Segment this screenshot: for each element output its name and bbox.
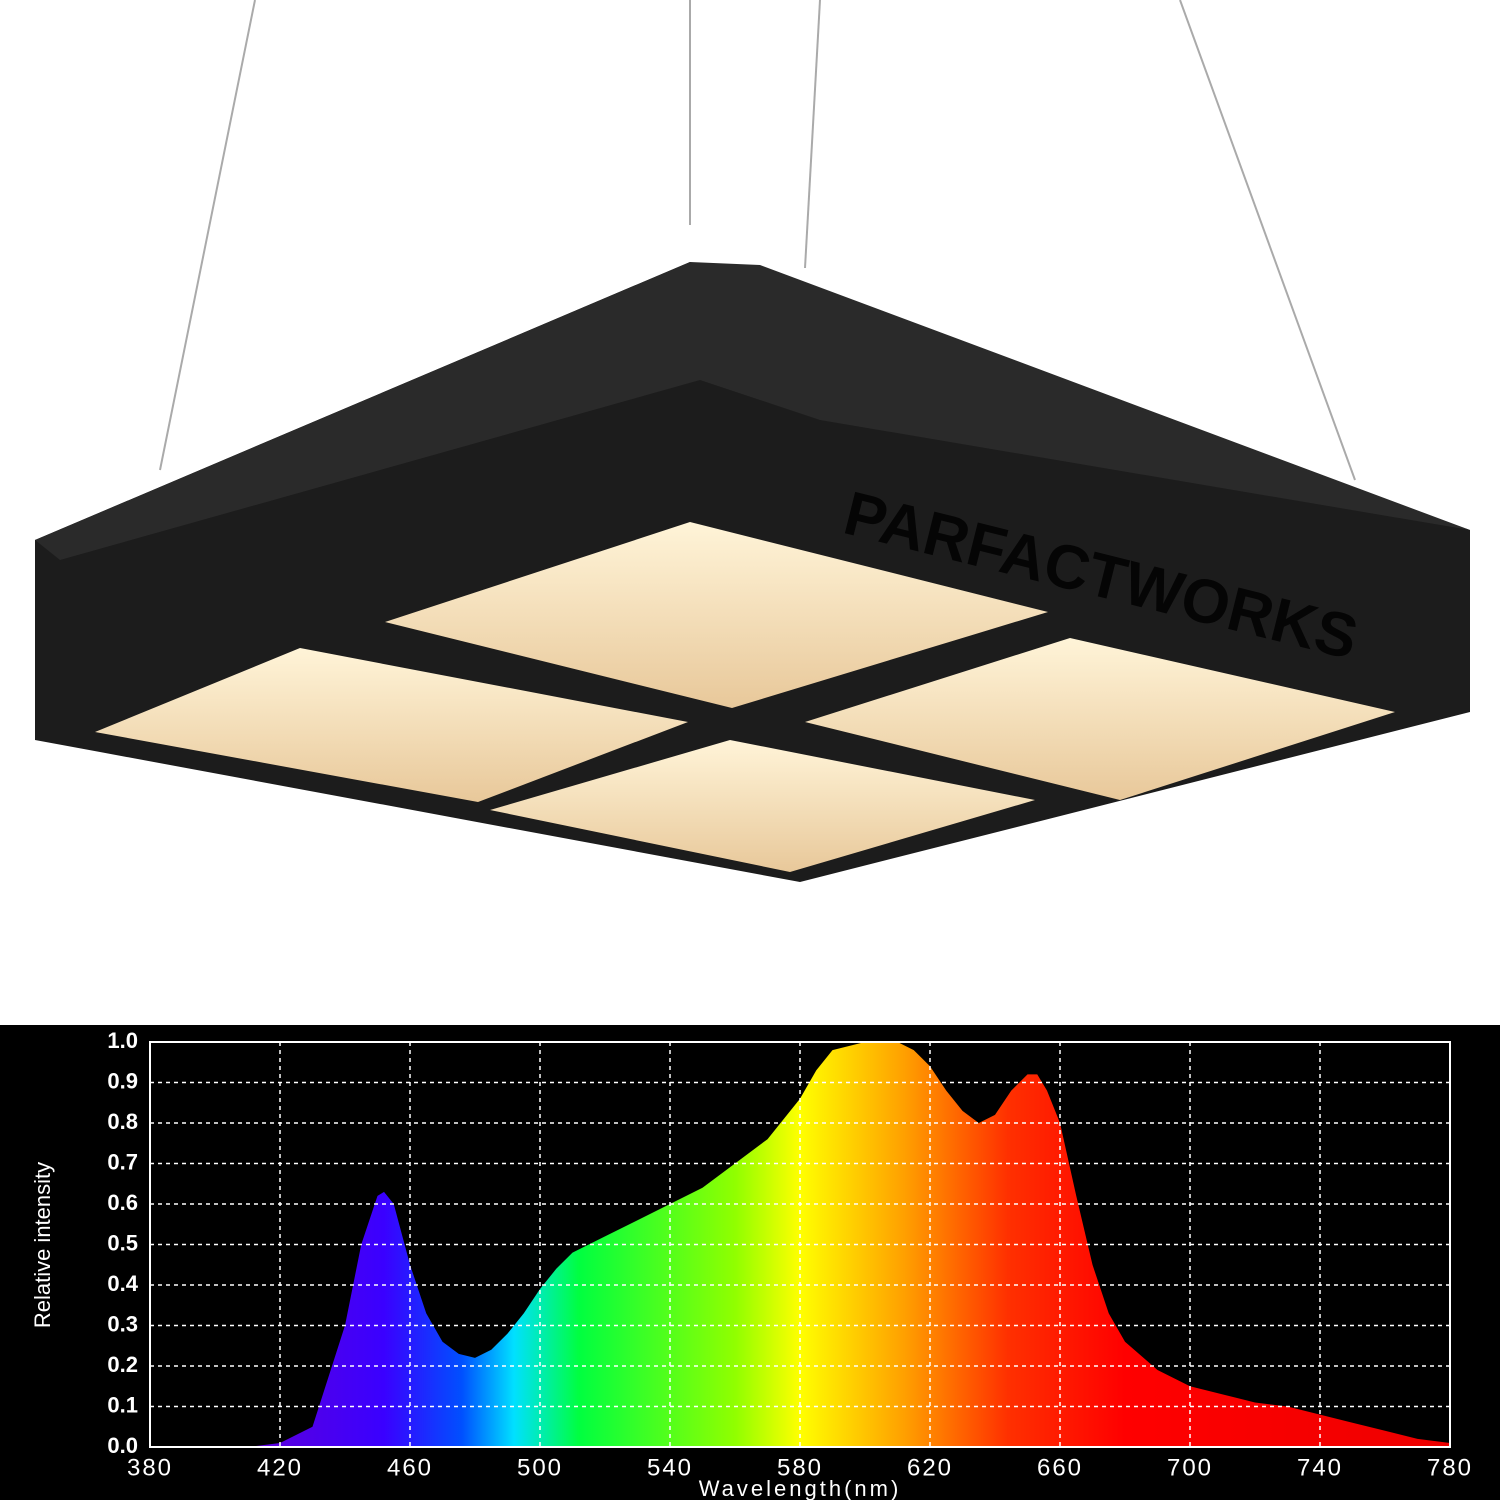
y-tick-label: 0.2 [107, 1352, 138, 1377]
y-tick-label: 0.5 [107, 1230, 138, 1255]
wire [804, 0, 821, 269]
x-tick-label: 540 [647, 1454, 693, 1481]
plot: 0.0 0.1 0.2 0.3 0.4 0.5 0.6 0.7 0.8 0.9 1.0 380 420 4… [107, 1028, 1473, 1482]
x-tick-label: 500 [517, 1454, 563, 1481]
y-tick-label: 0.6 [107, 1190, 138, 1215]
led-panel [95, 648, 688, 802]
x-tick-label: 780 [1427, 1454, 1473, 1481]
x-tick-label: 420 [257, 1454, 303, 1481]
y-tick-label: 1.0 [107, 1028, 138, 1053]
y-tick-label: 0.4 [107, 1271, 138, 1296]
x-tick-label: 660 [1037, 1454, 1083, 1481]
y-tick-label: 0.7 [107, 1149, 138, 1174]
led-panel [490, 740, 1035, 872]
plot-frame [149, 1041, 1451, 1448]
lamp-top [35, 262, 1470, 560]
x-tick-label: 740 [1297, 1454, 1343, 1481]
led-panel [385, 522, 1048, 708]
led-panel [805, 638, 1395, 800]
lamp: PARFACTWORKS [35, 0, 1470, 882]
wire [1179, 0, 1356, 481]
x-tick-label: 380 [127, 1454, 173, 1481]
x-axis-title: Wavelength(nm) [699, 1476, 902, 1500]
x-tick-label: 580 [777, 1454, 823, 1481]
x-tick-label: 620 [907, 1454, 953, 1481]
y-tick-label: 0.0 [107, 1433, 138, 1458]
wire [159, 0, 256, 471]
y-tick-label: 0.9 [107, 1068, 138, 1093]
y-tick-label: 0.1 [107, 1392, 138, 1417]
y-tick-label: 0.8 [107, 1109, 138, 1134]
x-tick-label: 700 [1167, 1454, 1213, 1481]
y-tick-label: 0.3 [107, 1311, 138, 1336]
y-axis-title: Relative intensity [30, 1162, 55, 1328]
x-tick-label: 460 [387, 1454, 433, 1481]
